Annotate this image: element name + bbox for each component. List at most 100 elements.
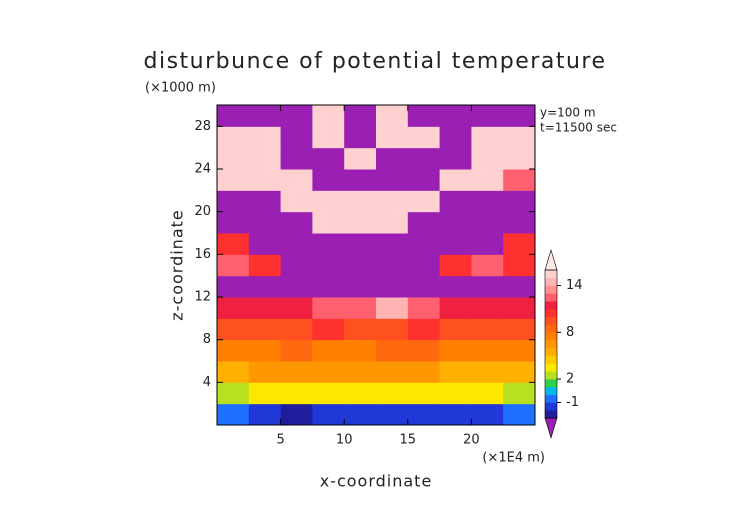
cell bbox=[471, 254, 504, 277]
cell bbox=[217, 254, 250, 277]
cell bbox=[248, 233, 282, 255]
cell bbox=[280, 403, 313, 426]
cell bbox=[248, 126, 282, 149]
cell bbox=[407, 126, 441, 149]
x-tick-label: 5 bbox=[276, 433, 284, 448]
cell bbox=[217, 403, 250, 426]
cell bbox=[248, 403, 282, 426]
cell bbox=[344, 233, 377, 255]
cell bbox=[312, 147, 345, 170]
cell bbox=[280, 211, 313, 234]
cell bbox=[312, 297, 345, 319]
y-tick-label: 12 bbox=[194, 290, 211, 305]
cell bbox=[439, 403, 472, 426]
colorbar-tick-label: -1 bbox=[566, 395, 579, 410]
cell bbox=[376, 105, 409, 127]
cell bbox=[217, 190, 250, 213]
colorbar-frame bbox=[544, 269, 558, 419]
cell bbox=[471, 318, 504, 341]
cell bbox=[503, 297, 536, 319]
cell bbox=[248, 318, 282, 341]
cell bbox=[217, 275, 250, 298]
cell bbox=[439, 211, 472, 234]
cell bbox=[407, 233, 441, 255]
cell bbox=[312, 275, 345, 298]
colorbar-box bbox=[545, 316, 557, 325]
colorbar-tick-label: 2 bbox=[566, 372, 574, 387]
cell bbox=[248, 105, 282, 127]
cell bbox=[439, 233, 472, 255]
cell bbox=[280, 233, 313, 255]
cell bbox=[407, 147, 441, 170]
cell bbox=[376, 318, 409, 341]
cell bbox=[280, 382, 313, 405]
colorbar-tick-label: 14 bbox=[566, 278, 583, 293]
cell bbox=[503, 318, 536, 341]
colorbar-box bbox=[545, 347, 557, 356]
annotation: y=100 m bbox=[540, 106, 596, 120]
cell bbox=[312, 105, 345, 127]
cell bbox=[503, 339, 536, 362]
cell bbox=[407, 403, 441, 426]
cell bbox=[407, 339, 441, 362]
cell bbox=[280, 105, 313, 127]
cell bbox=[471, 339, 504, 362]
colorbar-box bbox=[545, 270, 557, 279]
colorbar-box bbox=[545, 301, 557, 310]
cell bbox=[344, 318, 377, 341]
plot-frame bbox=[216, 104, 536, 426]
cell bbox=[503, 105, 536, 127]
cell bbox=[439, 105, 472, 127]
cell bbox=[439, 339, 472, 362]
cell bbox=[376, 169, 409, 191]
cell bbox=[280, 318, 313, 341]
x-tick-label: 10 bbox=[336, 433, 353, 448]
cell bbox=[344, 275, 377, 298]
cell bbox=[312, 169, 345, 191]
x-tick-label: 20 bbox=[463, 433, 480, 448]
cell bbox=[376, 233, 409, 255]
x-axis-label: x-coordinate bbox=[320, 472, 433, 491]
cell bbox=[280, 361, 313, 383]
cell bbox=[312, 254, 345, 277]
cell bbox=[407, 275, 441, 298]
cell bbox=[439, 254, 472, 277]
colorbar-box bbox=[545, 410, 557, 419]
colorbar-box bbox=[545, 355, 557, 364]
colorbar-box bbox=[545, 293, 557, 302]
cell bbox=[217, 147, 250, 170]
cell bbox=[217, 382, 250, 405]
cell bbox=[312, 211, 345, 234]
cell bbox=[217, 105, 250, 127]
cell bbox=[280, 254, 313, 277]
colorbar-box bbox=[545, 332, 557, 341]
cell bbox=[471, 169, 504, 191]
cell bbox=[248, 382, 282, 405]
cell bbox=[248, 339, 282, 362]
cell bbox=[344, 403, 377, 426]
cell bbox=[503, 361, 536, 383]
cell bbox=[344, 254, 377, 277]
cell bbox=[344, 126, 377, 149]
colorbar-tick-label: 8 bbox=[566, 325, 574, 340]
y-tick-label: 20 bbox=[194, 204, 211, 219]
cell bbox=[217, 297, 250, 319]
cell bbox=[312, 318, 345, 341]
cell bbox=[312, 361, 345, 383]
y-tick-label: 8 bbox=[203, 332, 211, 347]
cell bbox=[248, 275, 282, 298]
cell bbox=[439, 318, 472, 341]
cell bbox=[471, 105, 504, 127]
cell bbox=[248, 147, 282, 170]
cell bbox=[503, 403, 536, 426]
cell bbox=[407, 105, 441, 127]
x-tick-label: 15 bbox=[400, 433, 417, 448]
cell bbox=[312, 233, 345, 255]
cell bbox=[312, 126, 345, 149]
cell bbox=[407, 254, 441, 277]
cell bbox=[376, 339, 409, 362]
cell bbox=[280, 275, 313, 298]
cell bbox=[407, 361, 441, 383]
cell bbox=[217, 339, 250, 362]
